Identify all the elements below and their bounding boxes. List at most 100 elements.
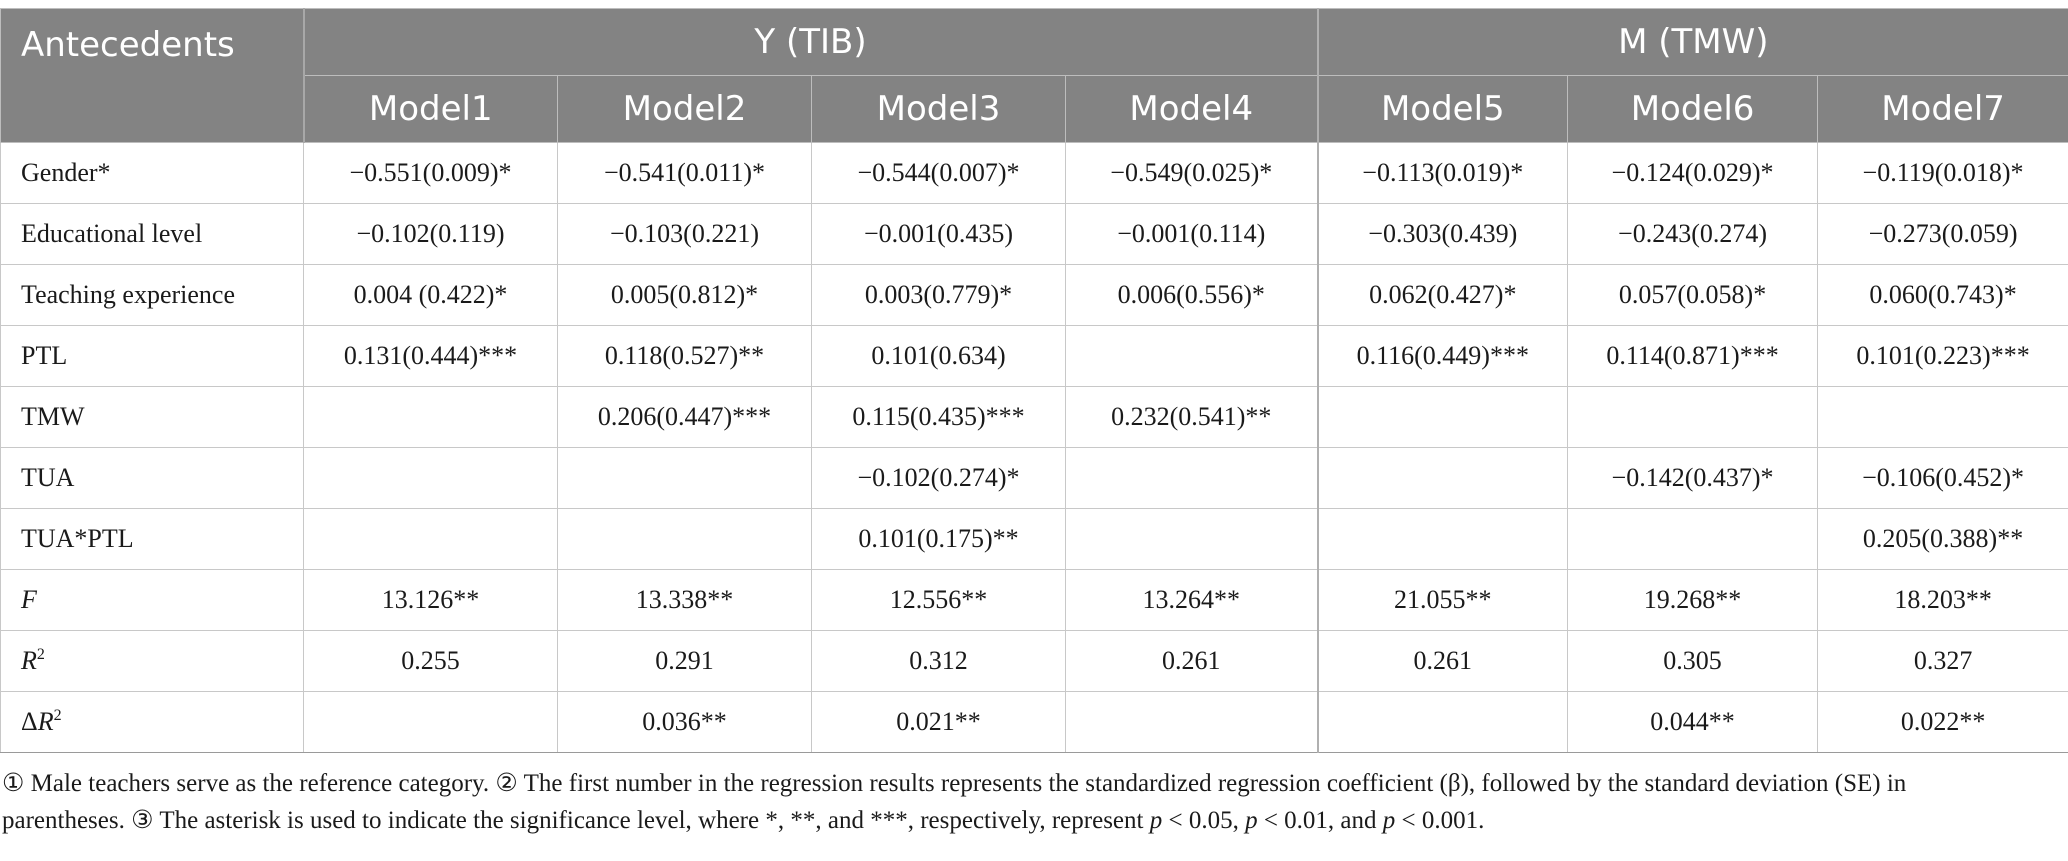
table-cell: 0.101(0.175)**	[811, 508, 1066, 570]
table-cell: −0.303(0.439)	[1316, 203, 1569, 265]
model-header: Model1	[303, 75, 558, 143]
table-cell	[557, 447, 812, 509]
table-row: TUA*PTL 0.101(0.175)** 0.205(0.388)**	[0, 508, 2068, 570]
table-cell	[557, 508, 812, 570]
model-header: Model2	[557, 75, 812, 143]
table-cell: −0.549(0.025)*	[1064, 142, 1319, 204]
row-label: ΔR2	[0, 691, 304, 753]
table-cell: 0.006(0.556)*	[1064, 264, 1319, 326]
table-cell: 0.060(0.743)*	[1817, 264, 2068, 326]
table-cell: −0.142(0.437)*	[1567, 447, 1819, 509]
table-cell: 13.126**	[303, 569, 558, 631]
model-header: Model4	[1064, 75, 1319, 143]
table-cell: 0.116(0.449)***	[1316, 325, 1569, 387]
row-label-text: R	[37, 707, 54, 736]
table-cell: 0.206(0.447)***	[557, 386, 812, 448]
table-cell: 0.118(0.527)**	[557, 325, 812, 387]
table-cell: 0.062(0.427)*	[1316, 264, 1569, 326]
header-row-groups: Antecedents Y (TIB) M (TMW)	[0, 8, 2068, 143]
table-cell	[303, 447, 558, 509]
table-cell: 13.264**	[1064, 569, 1319, 631]
table-cell	[303, 508, 558, 570]
table-cell: 0.115(0.435)***	[811, 386, 1066, 448]
table-row: Educational level −0.102(0.119) −0.103(0.2…	[0, 203, 2068, 265]
table-cell: 0.101(0.223)***	[1817, 325, 2068, 387]
table-row: PTL 0.131(0.444)*** 0.118(0.527)** 0.101(0.…	[0, 325, 2068, 387]
table-cell	[1064, 691, 1319, 753]
table-cell: 0.205(0.388)**	[1817, 508, 2068, 570]
group-header-y-tib: Y (TIB)	[302, 8, 1319, 76]
table-cell	[1316, 691, 1569, 753]
table-cell	[1064, 508, 1319, 570]
footnote-text: parentheses. ③ The asterisk is used to i…	[2, 807, 1150, 834]
table-cell: 0.021**	[811, 691, 1066, 753]
row-label-text: Gender*	[21, 158, 111, 187]
table-cell: −0.001(0.435)	[811, 203, 1066, 265]
table-cell: −0.273(0.059)	[1817, 203, 2068, 265]
model-header: Model7	[1817, 75, 2068, 143]
table-cell: 0.232(0.541)**	[1064, 386, 1319, 448]
table-cell: −0.541(0.011)*	[557, 142, 812, 204]
table-cell: 0.131(0.444)***	[303, 325, 558, 387]
table-cell: 21.055**	[1316, 569, 1569, 631]
table-footnotes: ① Male teachers serve as the reference c…	[0, 765, 2062, 839]
row-label-superscript: 2	[36, 646, 45, 663]
table-row: R2 0.255 0.291 0.312 0.261 0.261 0.305 0.327	[0, 630, 2068, 692]
table-cell: −0.106(0.452)*	[1817, 447, 2068, 509]
table-cell: 0.312	[811, 630, 1066, 692]
row-label-text: Educational level	[21, 219, 203, 248]
table-cell: −0.119(0.018)*	[1817, 142, 2068, 204]
footnote-line-1: ① Male teachers serve as the reference c…	[2, 770, 1907, 797]
row-label-text: TMW	[21, 402, 85, 431]
table-cell: 0.003(0.779)*	[811, 264, 1066, 326]
row-label-text: Teaching experience	[21, 280, 235, 309]
row-label-text: PTL	[21, 341, 68, 370]
table-cell: −0.001(0.114)	[1064, 203, 1319, 265]
footnote-threshold: < 0.001.	[1395, 807, 1485, 834]
group-header-m-tmw: M (TMW)	[1316, 8, 2068, 76]
row-label-superscript: 2	[53, 707, 62, 724]
row-label: TMW	[0, 386, 304, 448]
row-label: Teaching experience	[0, 264, 304, 326]
table-cell	[1064, 325, 1319, 387]
table-row: Gender* −0.551(0.009)* −0.541(0.011)* −0.54…	[0, 142, 2068, 204]
row-label: Educational level	[0, 203, 304, 265]
table-cell	[303, 691, 558, 753]
table-cell: 0.327	[1817, 630, 2068, 692]
table-cell: 0.261	[1064, 630, 1319, 692]
footnote-line-2: parentheses. ③ The asterisk is used to i…	[2, 802, 2062, 839]
table-cell: −0.102(0.274)*	[811, 447, 1066, 509]
table-cell: −0.544(0.007)*	[811, 142, 1066, 204]
row-label-delta: Δ	[21, 707, 38, 736]
table-cell: 0.114(0.871)***	[1567, 325, 1819, 387]
row-label: R2	[0, 630, 304, 692]
table-cell: 0.004 (0.422)*	[303, 264, 558, 326]
table-cell: 0.022**	[1817, 691, 2068, 753]
table-cell	[1316, 447, 1569, 509]
table-cell: 19.268**	[1567, 569, 1819, 631]
row-label: TUA	[0, 447, 304, 509]
row-label: PTL	[0, 325, 304, 387]
table-cell: 13.338**	[557, 569, 812, 631]
table-row: TUA −0.102(0.274)* −0.142(0.437)* −0.106(0.…	[0, 447, 2068, 509]
row-label-text: TUA*PTL	[21, 524, 134, 553]
table-row: Teaching experience 0.004 (0.422)* 0.005(0…	[0, 264, 2068, 326]
model-header: Model5	[1316, 75, 1569, 143]
table-cell	[1567, 508, 1819, 570]
row-label: F	[0, 569, 304, 631]
table-row: ΔR2 0.036** 0.021** 0.044** 0.022**	[0, 691, 2068, 753]
footnote-threshold: < 0.01, and	[1257, 807, 1383, 834]
table-cell: 0.291	[557, 630, 812, 692]
table-cell: −0.113(0.019)*	[1316, 142, 1569, 204]
table-cell: 18.203**	[1817, 569, 2068, 631]
row-label-text: R	[21, 646, 37, 675]
p-symbol: p	[1382, 807, 1396, 834]
table-cell: 0.255	[303, 630, 558, 692]
table-cell: 0.101(0.634)	[811, 325, 1066, 387]
table-row: TMW 0.206(0.447)*** 0.115(0.435)*** 0.232(0…	[0, 386, 2068, 448]
table-cell: 0.057(0.058)*	[1567, 264, 1819, 326]
p-symbol: p	[1245, 807, 1258, 834]
table-cell: −0.243(0.274)	[1567, 203, 1819, 265]
row-label: Gender*	[0, 142, 304, 204]
table-cell: −0.103(0.221)	[557, 203, 812, 265]
